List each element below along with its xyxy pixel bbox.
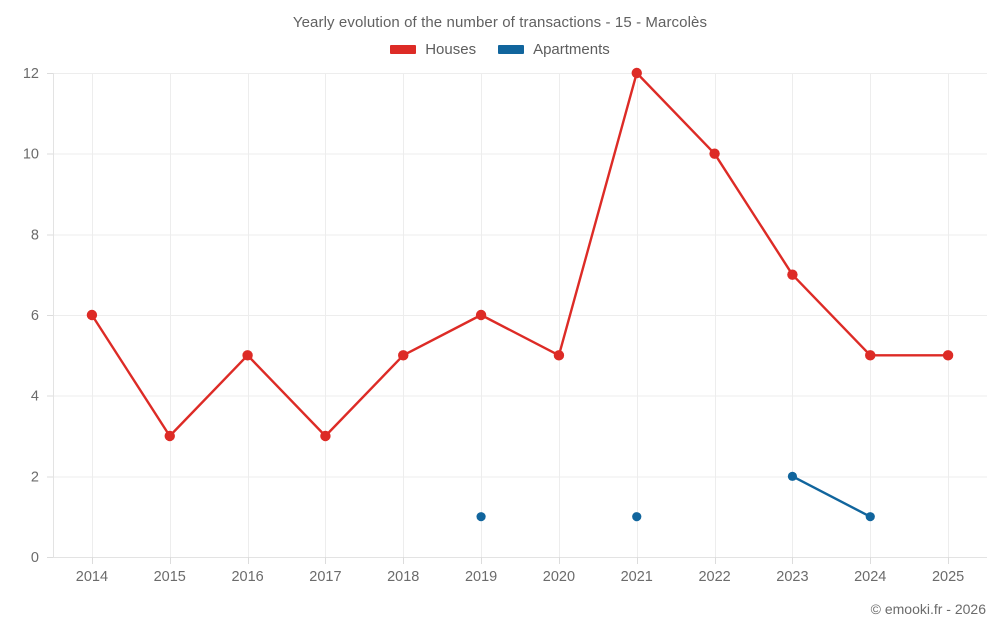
line-swatch-icon (498, 45, 525, 54)
legend-label: Apartments (533, 41, 610, 58)
data-point[interactable] (865, 350, 876, 361)
line-swatch-icon (390, 45, 417, 54)
data-point[interactable] (787, 269, 798, 280)
data-point[interactable] (631, 67, 642, 79)
y-axis-labels: 0 2 4 6 8 10 12 (23, 66, 39, 566)
y-tick-label: 10 (23, 147, 39, 163)
data-point[interactable] (632, 512, 642, 522)
data-point[interactable] (398, 350, 409, 361)
data-point[interactable] (942, 350, 954, 361)
x-tick-label: 2018 (387, 569, 419, 585)
data-point[interactable] (86, 309, 98, 321)
data-point[interactable] (475, 309, 487, 321)
legend-item-houses[interactable]: Houses (390, 42, 476, 57)
data-point[interactable] (476, 512, 486, 522)
x-axis-labels: 2014 2015 2016 2017 2018 2019 2020 2021 2022 2023… (76, 569, 964, 585)
y-tick-label: 12 (23, 66, 39, 82)
x-tick-label: 2020 (543, 569, 575, 585)
y-tick-label: 6 (31, 308, 39, 324)
x-tick-label: 2021 (621, 569, 653, 585)
y-tick-label: 0 (31, 550, 39, 566)
x-tick-label: 2015 (154, 569, 186, 585)
x-tick-label: 2022 (698, 569, 730, 585)
data-point[interactable] (865, 512, 875, 522)
y-tick-label: 4 (31, 389, 39, 405)
series-apartments (476, 471, 875, 522)
data-point[interactable] (242, 350, 253, 361)
x-tick-label: 2019 (465, 569, 497, 585)
series-houses (86, 67, 954, 442)
copyright-footer: © emooki.fr - 2026 (870, 601, 986, 617)
data-point[interactable] (164, 430, 175, 442)
data-point[interactable] (787, 471, 798, 481)
data-point[interactable] (320, 430, 331, 442)
series-line (90, 71, 950, 438)
data-point[interactable] (709, 148, 720, 159)
x-tick-label: 2016 (231, 569, 263, 585)
axes (47, 73, 987, 564)
chart-legend: Houses Apartments (0, 42, 1000, 57)
x-tick-label: 2024 (854, 569, 886, 585)
gridlines (53, 73, 987, 558)
series-line (791, 475, 872, 518)
chart-title: Yearly evolution of the number of transa… (292, 14, 708, 31)
x-tick-label: 2017 (309, 569, 341, 585)
data-point[interactable] (553, 350, 565, 361)
legend-label: Houses (425, 41, 477, 58)
legend-item-apartments[interactable]: Apartments (498, 42, 610, 57)
y-tick-label: 2 (31, 469, 39, 485)
x-tick-label: 2025 (932, 569, 964, 585)
x-tick-label: 2014 (76, 569, 108, 585)
y-tick-label: 8 (31, 227, 39, 243)
x-tick-label: 2023 (776, 569, 808, 585)
